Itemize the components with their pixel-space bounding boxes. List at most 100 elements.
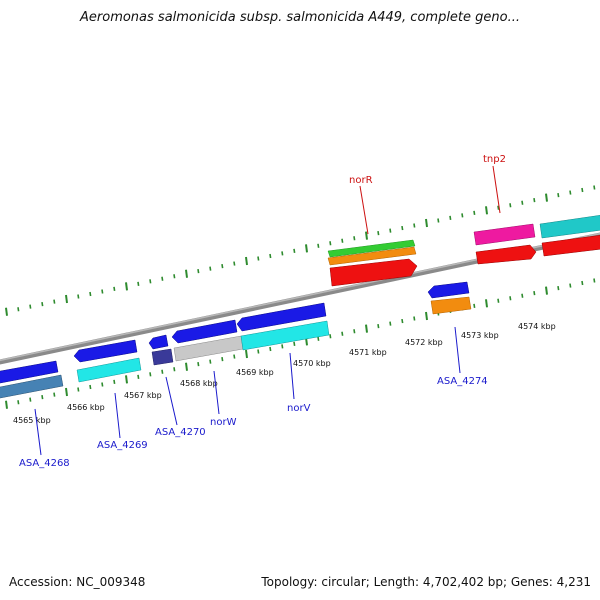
map-title: Aeromonas salmonicida subsp. salmonicida… (80, 10, 520, 25)
norR-label[interactable]: norR (349, 175, 373, 186)
lower-tick-mark (293, 341, 296, 346)
scale-label: 4568 kbp (180, 379, 218, 388)
upper-tick-mark (581, 187, 584, 193)
upper-tick-mark (137, 281, 140, 286)
norV-label[interactable]: norV (287, 403, 311, 414)
lower-tick-mark (509, 296, 512, 301)
upper-tick-mark (557, 192, 560, 198)
lower-tick-mark (89, 384, 92, 390)
tnp2-label[interactable]: tnp2 (483, 154, 506, 165)
lower-tick-mark (533, 291, 536, 296)
upper-tick-mark (17, 307, 20, 312)
tnp2-red-arrow[interactable] (475, 244, 537, 265)
blue-gene-arrow-left[interactable] (0, 360, 59, 384)
gene-orange-block[interactable] (327, 246, 417, 266)
tnp2-gene-block[interactable] (473, 223, 536, 246)
topology-summary: Topology: circular; Length: 4,702,402 bp… (261, 575, 591, 589)
lower-tick-mark (245, 349, 248, 359)
lower-tick-mark (233, 354, 236, 359)
upper-tick-mark (221, 263, 224, 269)
upper-tick-mark (113, 286, 116, 292)
upper-tick-mark (449, 215, 452, 221)
lower-tick-mark (173, 367, 176, 372)
upper-tick-track (5, 185, 596, 316)
norV-gene-arrow[interactable] (236, 302, 327, 332)
norW-gene-arrow[interactable] (171, 319, 238, 344)
upper-tick-mark (473, 210, 476, 215)
lower-tick-mark (317, 336, 320, 341)
lower-tick-mark (377, 324, 380, 329)
scale-label: 4567 kbp (124, 391, 162, 400)
upper-tick-mark (101, 289, 104, 294)
red-gene-block-right[interactable] (541, 235, 600, 257)
lower-tick-mark (473, 303, 476, 308)
ASA_4274-gene-arrow[interactable] (427, 281, 470, 299)
ASA_4269-gene-arrow[interactable] (73, 339, 138, 363)
norR-leader (359, 185, 369, 235)
lower-tick-mark (5, 400, 8, 409)
upper-tick-mark (509, 203, 512, 208)
ASA_4270-leader (165, 376, 178, 426)
scale-label: 4573 kbp (461, 331, 499, 340)
lower-tick-mark (557, 285, 560, 291)
upper-tick-mark (269, 253, 272, 259)
tnp2-leader (492, 165, 501, 214)
navy-gene-block[interactable] (151, 348, 174, 366)
scale-label: 4569 kbp (236, 368, 274, 377)
upper-tick-mark (161, 276, 164, 281)
lower-tick-mark (113, 379, 116, 385)
ASA_4269-leader (114, 392, 121, 439)
ASA_4269-label[interactable]: ASA_4269 (97, 440, 148, 451)
lower-tick-mark (65, 387, 68, 397)
norW-leader (213, 370, 220, 415)
upper-tick-mark (89, 291, 92, 297)
upper-tick-mark (209, 266, 212, 271)
lower-tick-mark (53, 392, 56, 397)
steel-gene-block[interactable] (0, 374, 64, 399)
upper-tick-mark (593, 185, 596, 190)
upper-tick-mark (65, 294, 68, 304)
lower-tick-mark (281, 344, 284, 349)
lower-tick-mark (581, 280, 584, 286)
upper-tick-mark (437, 218, 440, 223)
upper-tick-mark (425, 218, 428, 228)
accession-text: Accession: NC_009348 (9, 575, 146, 589)
upper-tick-mark (497, 205, 500, 210)
gene-green-block[interactable] (327, 239, 416, 258)
scale-label: 4572 kbp (405, 338, 443, 347)
lower-tick-mark (389, 321, 392, 326)
cyan-gene-block-norV[interactable] (240, 320, 330, 351)
ASA_4274-leader (454, 326, 461, 374)
upper-tick-mark (401, 225, 404, 231)
lower-tick-mark (485, 299, 488, 308)
upper-tick-mark (413, 223, 416, 228)
upper-tick-mark (185, 269, 188, 278)
lower-tick-mark (269, 346, 272, 352)
scale-labels: 4565 kbp 4566 kbp 4567 kbp 4568 kbp 4569 kbp… (13, 322, 556, 425)
orange-gene-block-lower[interactable] (430, 296, 472, 315)
upper-tick-mark (281, 251, 284, 256)
ASA_4270-label[interactable]: ASA_4270 (155, 427, 206, 438)
ASA_4268-leader (34, 408, 42, 456)
lower-tick-mark (125, 375, 128, 384)
ASA_4274-label[interactable]: ASA_4274 (437, 376, 488, 387)
upper-tick-mark (365, 231, 368, 240)
cyan-gene-block-left[interactable] (76, 357, 142, 383)
lower-tick-mark (101, 382, 104, 387)
upper-tick-mark (53, 299, 56, 304)
ASA_4268-label[interactable]: ASA_4268 (19, 458, 70, 469)
upper-tick-mark (5, 307, 8, 316)
lower-tick-mark (137, 374, 140, 379)
teal-gene-block[interactable] (539, 215, 600, 239)
upper-tick-mark (377, 231, 380, 236)
lower-tick-mark (569, 283, 572, 288)
upper-tick-mark (461, 213, 464, 218)
upper-tick-mark (533, 198, 536, 203)
lower-tick-mark (545, 286, 548, 295)
norW-label[interactable]: norW (210, 417, 237, 428)
lower-tick-mark (401, 318, 404, 324)
upper-tick-mark (545, 193, 548, 202)
ASA_4270-gene-arrow[interactable] (148, 334, 169, 350)
norR-gene-arrow[interactable] (329, 258, 418, 287)
